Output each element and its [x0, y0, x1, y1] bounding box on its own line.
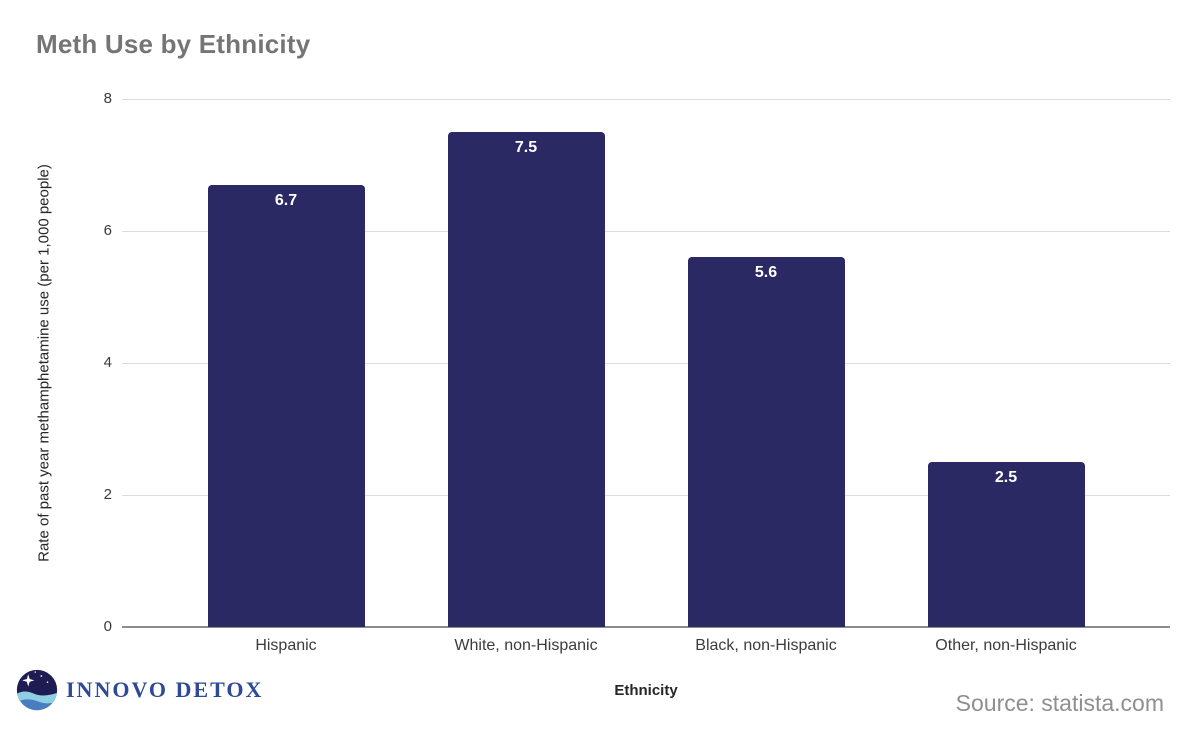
- y-tick-label: 2: [103, 486, 112, 503]
- y-tick-label: 6: [103, 222, 112, 239]
- logo-wordmark: INNOVO DETOX: [66, 677, 264, 702]
- gridline: [122, 363, 1170, 364]
- y-axis-title: Rate of past year methamphetamine use (p…: [35, 164, 53, 562]
- bar-value-label: 2.5: [994, 469, 1018, 486]
- x-tick-label: White, non-Hispanic: [454, 637, 598, 654]
- y-tick-label: 4: [103, 354, 112, 371]
- gridline: [122, 231, 1170, 232]
- source-attribution: Source: statista.com: [955, 690, 1164, 716]
- x-axis-line: [122, 626, 1170, 628]
- bar-value-label: 7.5: [514, 139, 538, 156]
- y-tick-label: 8: [103, 90, 112, 107]
- bar-other-non-hispanic: 2.5: [927, 462, 1085, 627]
- x-axis-title: Ethnicity: [614, 682, 678, 699]
- innovo-detox-logo: INNOVO DETOX: [16, 669, 263, 711]
- chart-title: Meth Use by Ethnicity: [36, 29, 311, 59]
- x-tick-label: Black, non-Hispanic: [695, 637, 837, 654]
- gridline: [122, 495, 1170, 496]
- y-tick-label: 0: [103, 618, 112, 635]
- bar-value-label: 5.6: [754, 264, 778, 282]
- bar-value-label: 6.7: [274, 191, 298, 209]
- bar-white-non-hispanic: 7.5: [447, 132, 605, 627]
- innovo-detox-globe-wave-icon: [16, 669, 58, 711]
- bar-black-non-hispanic: 5.6: [687, 257, 845, 627]
- x-tick-label: Hispanic: [255, 637, 317, 654]
- gridline: [122, 99, 1170, 100]
- x-tick-label: Other, non-Hispanic: [935, 637, 1077, 654]
- bar-hispanic: 6.7: [207, 184, 365, 627]
